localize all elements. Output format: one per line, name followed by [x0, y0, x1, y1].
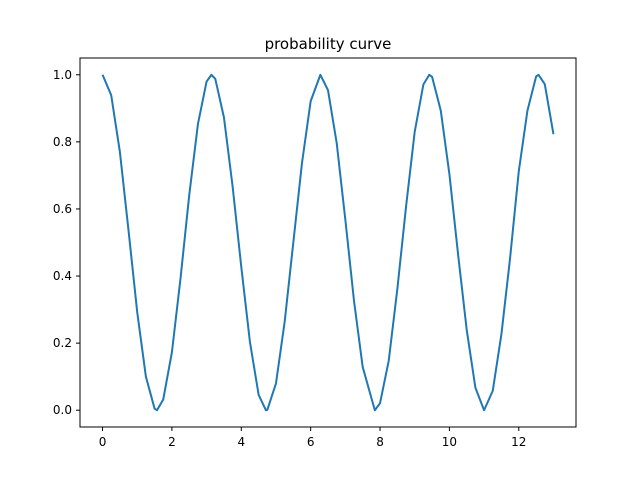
y-tick-label: 0.8 [53, 135, 72, 149]
x-tick-label: 6 [307, 435, 315, 449]
axes-frame [79, 57, 577, 428]
x-tick-label: 2 [168, 435, 176, 449]
x-tick-label: 8 [376, 435, 384, 449]
y-tick-label: 0.4 [53, 269, 72, 283]
x-tick-label: 12 [511, 435, 526, 449]
y-tick-label: 1.0 [53, 68, 72, 82]
x-tick-label: 4 [237, 435, 245, 449]
chart-title: probability curve [265, 35, 392, 53]
y-tick-label: 0.2 [53, 336, 72, 350]
y-tick-label: 0.6 [53, 202, 72, 216]
y-axis: 0.0 0.2 0.4 0.6 0.8 1.0 [53, 68, 80, 417]
x-axis: 0 2 4 6 8 10 12 [99, 427, 526, 449]
y-tick-label: 0.0 [53, 403, 72, 417]
series-line-0 [101, 73, 555, 412]
x-tick-label: 0 [99, 435, 107, 449]
x-tick-label: 10 [442, 435, 457, 449]
plot-area [101, 73, 555, 412]
